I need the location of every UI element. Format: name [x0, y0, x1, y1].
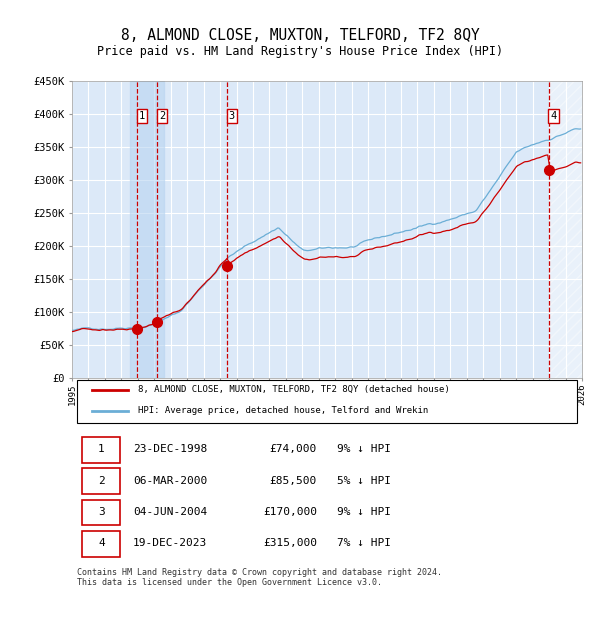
Text: 2: 2: [98, 476, 105, 485]
Bar: [549, 81, 582, 378]
Text: 8, ALMOND CLOSE, MUXTON, TELFORD, TF2 8QY (detached house): 8, ALMOND CLOSE, MUXTON, TELFORD, TF2 8Q…: [139, 385, 450, 394]
Text: 23-DEC-1998: 23-DEC-1998: [133, 445, 208, 454]
Text: 19-DEC-2023: 19-DEC-2023: [133, 538, 208, 548]
Text: HPI: Average price, detached house, Telford and Wrekin: HPI: Average price, detached house, Telf…: [139, 406, 428, 415]
FancyBboxPatch shape: [77, 381, 577, 422]
Text: £85,500: £85,500: [269, 476, 317, 485]
Text: 1: 1: [98, 445, 105, 454]
Text: 9% ↓ HPI: 9% ↓ HPI: [337, 445, 391, 454]
Text: Price paid vs. HM Land Registry's House Price Index (HPI): Price paid vs. HM Land Registry's House …: [97, 45, 503, 58]
FancyBboxPatch shape: [82, 437, 121, 463]
Text: £170,000: £170,000: [263, 507, 317, 517]
FancyBboxPatch shape: [82, 468, 121, 494]
Text: 4: 4: [550, 112, 556, 122]
Text: 9% ↓ HPI: 9% ↓ HPI: [337, 507, 391, 517]
Text: £74,000: £74,000: [269, 445, 317, 454]
Text: £315,000: £315,000: [263, 538, 317, 548]
Text: 1: 1: [139, 112, 145, 122]
Text: 06-MAR-2000: 06-MAR-2000: [133, 476, 208, 485]
Text: Contains HM Land Registry data © Crown copyright and database right 2024.
This d: Contains HM Land Registry data © Crown c…: [77, 568, 442, 587]
Text: 4: 4: [98, 538, 105, 548]
FancyBboxPatch shape: [82, 531, 121, 557]
Text: 04-JUN-2004: 04-JUN-2004: [133, 507, 208, 517]
Bar: [130, 81, 164, 378]
FancyBboxPatch shape: [82, 500, 121, 526]
Text: 8, ALMOND CLOSE, MUXTON, TELFORD, TF2 8QY: 8, ALMOND CLOSE, MUXTON, TELFORD, TF2 8Q…: [121, 28, 479, 43]
Text: 7% ↓ HPI: 7% ↓ HPI: [337, 538, 391, 548]
Text: 3: 3: [229, 112, 235, 122]
Text: 2: 2: [159, 112, 165, 122]
Text: 5% ↓ HPI: 5% ↓ HPI: [337, 476, 391, 485]
Text: 3: 3: [98, 507, 105, 517]
